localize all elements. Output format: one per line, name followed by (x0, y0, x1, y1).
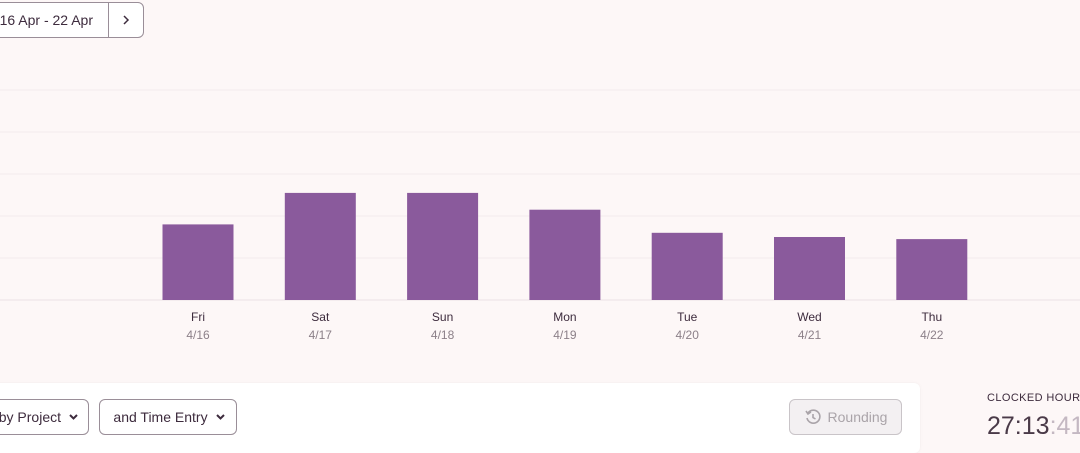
date-label: 4/20 (676, 328, 700, 342)
clocked-hours: 27:13:41 (987, 412, 1080, 441)
bar (896, 239, 968, 300)
dropdown-label: by Project (0, 409, 61, 425)
bar (284, 192, 356, 300)
date-range-button[interactable]: 16 Apr - 22 Apr (0, 2, 109, 38)
date-range: 16 Apr - 22 Apr (0, 12, 93, 28)
date-label: 4/21 (798, 328, 822, 342)
day-label: Thu (921, 310, 942, 324)
bar (651, 232, 723, 300)
chevron-icon (123, 15, 130, 25)
day-label: Wed (797, 310, 821, 324)
caret-icon (69, 414, 78, 420)
day-label: Fri (191, 310, 205, 324)
date-label: 4/18 (431, 328, 455, 342)
rounding-icon (804, 409, 821, 424)
date-label: 4/17 (309, 328, 333, 342)
day-label: Sat (311, 310, 330, 324)
group-dropdown[interactable]: by Project (0, 399, 89, 435)
seconds: :41 (1049, 412, 1080, 440)
next-week-button[interactable] (108, 2, 144, 38)
day-label: Sun (432, 310, 453, 324)
clocked-hours-label: CLOCKED HOURS (987, 392, 1080, 404)
bar (162, 224, 234, 300)
rounding-button[interactable]: Rounding (789, 399, 902, 435)
bar (529, 209, 601, 300)
rounding-label: Rounding (827, 409, 888, 425)
day-label: Mon (553, 310, 576, 324)
bar (407, 192, 479, 300)
hours-minutes: 27:13 (987, 412, 1050, 440)
day-label: Tue (677, 310, 698, 324)
caret-icon (215, 414, 225, 420)
date-label: 4/19 (553, 328, 577, 342)
date-label: 4/22 (920, 328, 944, 342)
bar (774, 237, 845, 300)
date-label: 4/16 (186, 328, 210, 342)
subgroup-dropdown[interactable]: and Time Entry (99, 399, 237, 435)
chart: Fri 4/16 Sat 4/17 Sun 4/18 Mon 4/19 Tue 4/20 Wed 4/… (0, 89, 1080, 342)
dropdown-label: and Time Entry (113, 409, 208, 425)
page: {"toolbar": {"date_range": "16 Apr - 22 … (0, 2, 1080, 441)
